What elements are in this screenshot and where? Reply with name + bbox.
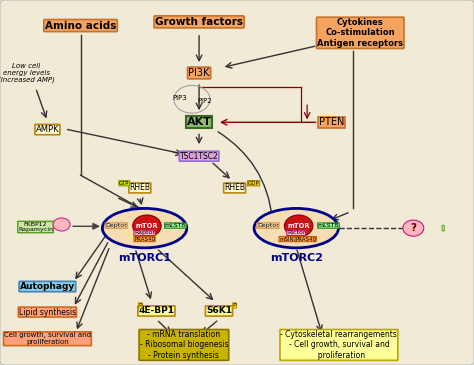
Text: mLST8: mLST8 [165, 223, 186, 228]
Text: Amino acids: Amino acids [45, 20, 116, 31]
Text: mTORC2: mTORC2 [270, 253, 323, 263]
Text: RHEB: RHEB [224, 184, 245, 192]
Text: 4E-BP1: 4E-BP1 [138, 307, 174, 315]
Ellipse shape [254, 208, 338, 248]
Text: Raptor: Raptor [134, 230, 155, 235]
Text: mTOR: mTOR [136, 223, 158, 229]
Circle shape [403, 220, 424, 236]
Text: FKBP12
Rapamycin: FKBP12 Rapamycin [18, 222, 53, 233]
Text: - Cytoskeletal rearrangements
- Cell growth, survival and
  proliferation: - Cytoskeletal rearrangements - Cell gro… [281, 330, 397, 360]
Text: Rictor: Rictor [287, 230, 306, 235]
Text: Autophagy: Autophagy [20, 282, 75, 291]
Text: mLST8: mLST8 [318, 223, 339, 228]
Text: - mRNA translation
- Ribosomal biogenesis
- Protein synthesis: - mRNA translation - Ribosomal biogenesi… [140, 330, 228, 360]
Text: Lipid synthesis: Lipid synthesis [19, 308, 76, 316]
Text: Deptor: Deptor [105, 223, 127, 228]
Text: S6K1: S6K1 [206, 307, 232, 315]
Circle shape [284, 215, 313, 237]
Text: Low cell
energy levels
(increased AMP): Low cell energy levels (increased AMP) [0, 63, 55, 83]
Text: PRAS40: PRAS40 [295, 237, 316, 242]
Text: PRAS40: PRAS40 [134, 237, 155, 242]
Text: RHEB: RHEB [129, 184, 150, 192]
Text: PTEN: PTEN [319, 117, 345, 127]
Text: PIP2: PIP2 [198, 98, 212, 104]
Text: ?: ? [410, 223, 416, 233]
Text: PI3K: PI3K [188, 68, 210, 78]
Text: mTOR: mTOR [287, 223, 310, 229]
Text: mTORC1: mTORC1 [118, 253, 171, 263]
Text: Deptor: Deptor [257, 223, 279, 228]
Text: PIP3: PIP3 [173, 95, 188, 101]
Text: AMPK: AMPK [36, 125, 59, 134]
Text: GDP: GDP [248, 181, 259, 186]
Text: mSIN1: mSIN1 [279, 237, 297, 242]
Text: TSC1TSC2: TSC1TSC2 [180, 152, 219, 161]
Text: Growth factors: Growth factors [155, 17, 243, 27]
Circle shape [133, 215, 161, 237]
Text: Cytokines
Co-stimulation
Antigen receptors: Cytokines Co-stimulation Antigen recepto… [317, 18, 403, 48]
Text: GTP: GTP [119, 181, 129, 186]
Text: P: P [138, 303, 142, 308]
Ellipse shape [102, 208, 187, 248]
Text: Cell growth, survival and
proliferation: Cell growth, survival and proliferation [4, 332, 91, 345]
Circle shape [53, 218, 70, 231]
Text: P: P [233, 303, 237, 308]
Text: AKT: AKT [187, 117, 211, 127]
